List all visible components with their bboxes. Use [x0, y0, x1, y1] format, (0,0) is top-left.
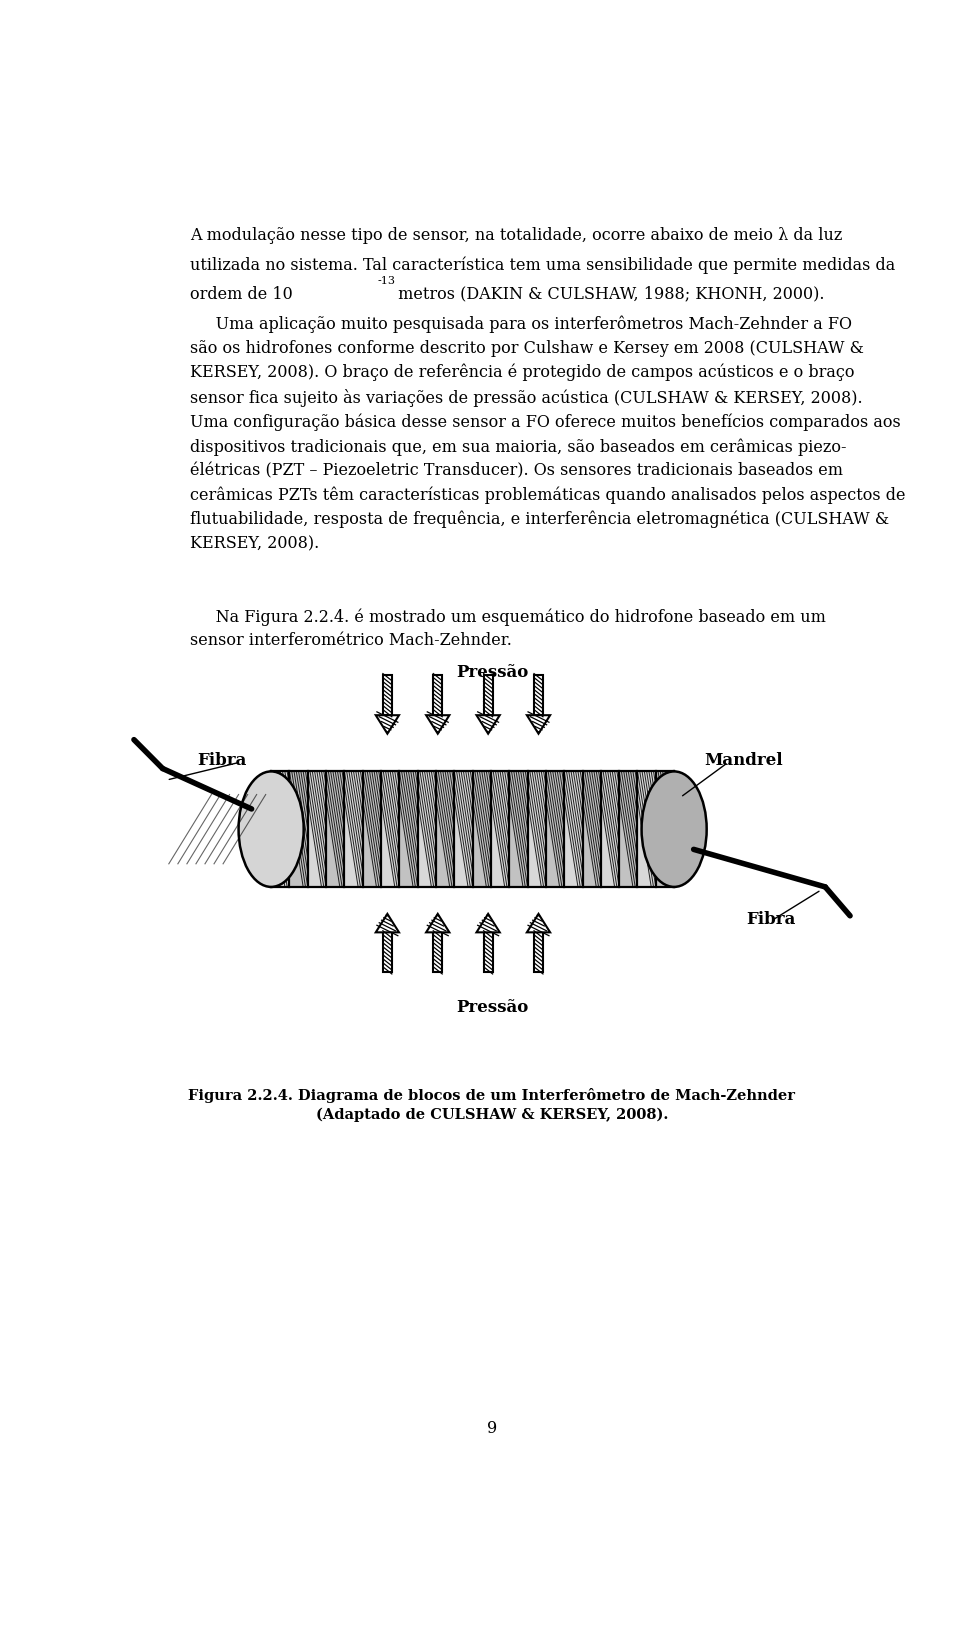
Text: Mandrel: Mandrel	[704, 751, 782, 770]
Bar	[528, 771, 546, 887]
Bar	[454, 771, 472, 887]
Bar	[271, 771, 290, 887]
Bar	[436, 771, 454, 887]
Bar	[509, 771, 528, 887]
Polygon shape	[527, 915, 550, 933]
Text: A modulação nesse tipo de sensor, na totalidade, ocorre abaixo de meio λ da luz: A modulação nesse tipo de sensor, na tot…	[190, 227, 842, 244]
Polygon shape	[426, 915, 449, 933]
Bar	[637, 771, 656, 887]
Bar	[484, 933, 492, 972]
Bar	[491, 771, 509, 887]
Bar	[345, 771, 363, 887]
Bar	[433, 933, 443, 972]
Bar	[290, 771, 308, 887]
Bar	[484, 676, 492, 715]
Bar	[619, 771, 637, 887]
Polygon shape	[426, 715, 449, 733]
Text: utilizada no sistema. Tal característica tem uma sensibilidade que permite medid: utilizada no sistema. Tal característica…	[190, 257, 895, 274]
Bar	[546, 771, 564, 887]
Text: Figura 2.2.4. Diagrama de blocos de um Interferômetro de Mach-Zehnder
(Adaptado : Figura 2.2.4. Diagrama de blocos de um I…	[188, 1088, 796, 1122]
Bar	[383, 676, 392, 715]
Text: metros (DAKIN & CULSHAW, 1988; KHONH, 2000).: metros (DAKIN & CULSHAW, 1988; KHONH, 20…	[393, 285, 825, 303]
Bar	[326, 771, 345, 887]
Polygon shape	[476, 715, 500, 733]
Text: Uma aplicação muito pesquisada para os interferômetros Mach-Zehnder a FO
são os : Uma aplicação muito pesquisada para os i…	[190, 315, 905, 552]
Text: Pressão: Pressão	[456, 999, 528, 1015]
Text: Pressão: Pressão	[456, 664, 528, 681]
Bar	[381, 771, 399, 887]
Text: Fibra: Fibra	[747, 911, 796, 928]
Text: 9: 9	[487, 1421, 497, 1437]
Bar	[534, 933, 543, 972]
Polygon shape	[375, 715, 399, 733]
Bar	[433, 676, 443, 715]
Bar	[363, 771, 381, 887]
Bar	[271, 771, 674, 887]
Polygon shape	[476, 915, 500, 933]
Bar	[534, 676, 543, 715]
Text: Fibra: Fibra	[198, 751, 247, 770]
Polygon shape	[375, 915, 399, 933]
Bar	[418, 771, 436, 887]
Bar	[656, 771, 674, 887]
Text: Na Figura 2.2.4. é mostrado um esquemático do hidrofone baseado em um
sensor int: Na Figura 2.2.4. é mostrado um esquemáti…	[190, 608, 826, 649]
Bar	[308, 771, 326, 887]
Polygon shape	[527, 715, 550, 733]
Bar	[383, 933, 392, 972]
Bar	[601, 771, 619, 887]
Text: -13: -13	[377, 275, 396, 285]
Bar	[564, 771, 583, 887]
Bar	[583, 771, 601, 887]
Bar	[399, 771, 418, 887]
Bar	[472, 771, 491, 887]
Ellipse shape	[641, 771, 707, 887]
Ellipse shape	[239, 771, 303, 887]
Text: ordem de 10: ordem de 10	[190, 285, 293, 303]
